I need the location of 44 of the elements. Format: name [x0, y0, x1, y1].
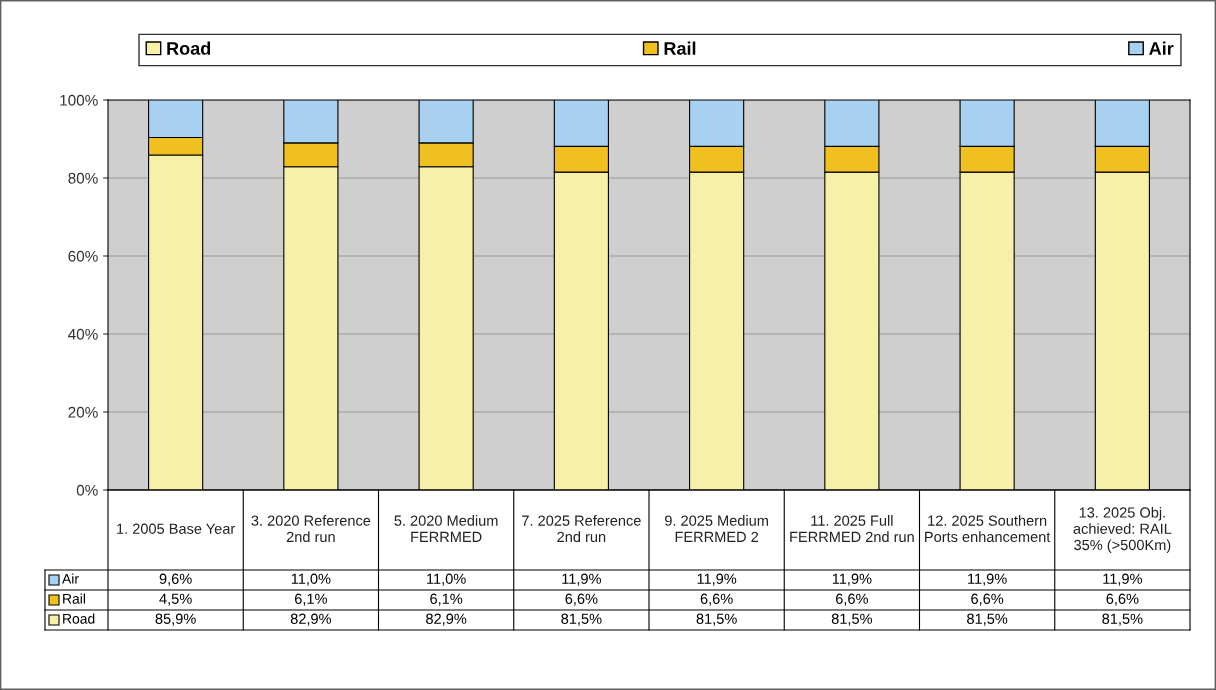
data-label: 81,5% [1102, 613, 1143, 626]
legend-label: Road [167, 41, 211, 55]
data-label: 11,0% [427, 573, 466, 586]
y-tick-label: 40% [68, 328, 98, 340]
text: Road [63, 613, 95, 624]
data-label: 6,6% [836, 593, 868, 606]
y-tick-label: 20% [68, 406, 98, 418]
data-label: 11,0% [291, 573, 331, 586]
data-label: 81,5% [831, 613, 873, 626]
x-tick-label: 5. 2020 Medium FERRMED [394, 515, 498, 542]
y-tick-label: 0% [76, 484, 98, 496]
x-tick-label: 13. 2025 Obj. achieved: RAIL 35% (>500Km) [1073, 506, 1172, 554]
data-label: 4,5% [159, 593, 192, 606]
x-tick-label: 1. 2005 Base Year [117, 523, 235, 534]
text: Air [62, 573, 79, 584]
data-label: 11,9% [968, 573, 1007, 586]
data-label: 9,6% [159, 573, 192, 586]
data-label: 6,1% [295, 593, 327, 606]
x-tick-label: 9. 2025 Medium FERRMED 2 [665, 515, 768, 542]
text: Rail [63, 593, 85, 604]
x-tick-label: 7. 2025 Reference 2nd run [522, 515, 641, 543]
data-label: 82,9% [290, 613, 332, 626]
data-label: 82,9% [426, 613, 467, 626]
y-tick-label: 60% [68, 250, 98, 262]
x-tick-label: 3. 2020 Reference 2nd run [251, 515, 371, 543]
x-tick-label: 12. 2025 Southern Ports enhancement [925, 515, 1051, 543]
data-label: 6,6% [971, 593, 1004, 606]
data-label: 85,9% [155, 613, 196, 626]
data-label: 11,9% [1103, 573, 1142, 586]
y-tick-label: 100% [60, 94, 98, 106]
data-label: 81,5% [696, 613, 737, 626]
legend-label: Air [1149, 41, 1174, 55]
data-label: 6,1% [430, 593, 463, 606]
data-label: 11,9% [562, 573, 601, 586]
x-tick-label: 11. 2025 Full FERRMED 2nd run [790, 515, 914, 543]
data-label: 81,5% [967, 613, 1008, 626]
data-label: 11,9% [832, 573, 872, 586]
data-label: 6,6% [1106, 593, 1139, 606]
data-label: 11,9% [697, 573, 737, 586]
data-label: 6,6% [700, 593, 733, 606]
y-tick-label: 80% [68, 172, 98, 184]
legend-label: Rail [664, 41, 696, 55]
data-label: 6,6% [565, 593, 598, 606]
data-label: 81,5% [561, 613, 602, 626]
